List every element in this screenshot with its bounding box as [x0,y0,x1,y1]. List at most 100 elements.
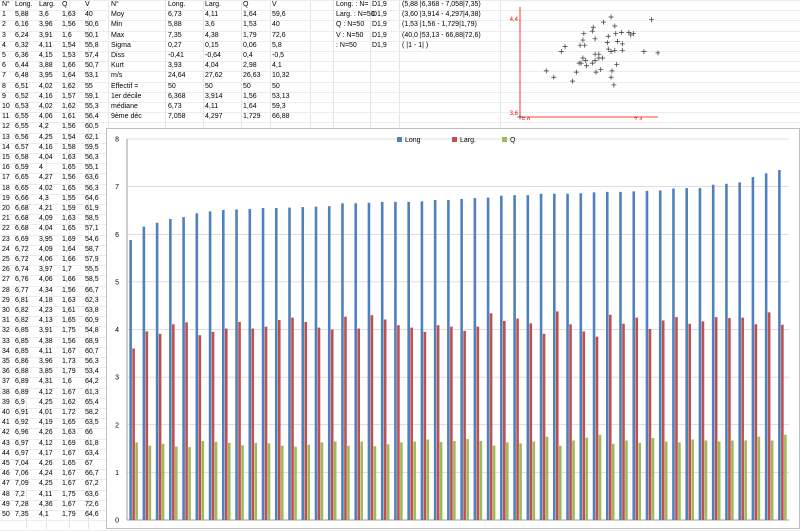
table-cell[interactable]: 67 [85,460,93,467]
bar-long[interactable] [738,182,741,520]
table-cell[interactable]: 1,54 [62,41,76,49]
table-cell[interactable]: 1,58 [62,143,76,151]
bar-larg[interactable] [635,317,639,520]
bar-larg[interactable] [370,315,374,520]
stats-cell[interactable]: médiane [111,103,138,110]
table-cell[interactable]: 1,69 [62,439,76,447]
table-cell[interactable]: 6,97 [15,449,29,457]
table-cell[interactable]: 42 [2,429,10,437]
table-cell[interactable]: 65,4 [85,398,99,406]
stats-cell[interactable]: 53,13 [272,92,290,100]
stats-header[interactable]: Q [243,1,249,8]
column-header[interactable]: N° [2,1,10,8]
table-cell[interactable]: 4,12 [39,388,53,396]
bar-q[interactable] [453,440,456,520]
bar-q[interactable] [227,442,231,520]
bar-long[interactable] [473,198,477,520]
scatter-point[interactable] [582,42,588,48]
table-cell[interactable]: 1,65 [62,164,76,172]
stats-cell[interactable]: 3,914 [205,92,223,100]
bar-q[interactable] [333,441,337,520]
table-cell[interactable]: 6,53 [15,103,29,110]
table-cell[interactable]: 31 [2,317,10,325]
table-cell[interactable]: 6,51 [15,82,29,90]
stats-cell[interactable]: 5,8 [272,41,282,49]
scatter-point[interactable] [608,74,614,80]
table-cell[interactable]: 4,11 [39,490,53,498]
scatter-point[interactable] [615,38,621,44]
table-cell[interactable]: 6,91 [15,409,29,416]
table-cell[interactable]: 47 [2,480,10,488]
bar-q[interactable] [135,442,138,520]
bar-larg[interactable] [410,327,413,520]
bar-long[interactable] [645,190,649,520]
table-cell[interactable]: 1,56 [62,337,76,345]
scatter-point[interactable] [655,50,661,56]
table-cell[interactable]: 64,2 [85,378,99,386]
bar-q[interactable] [439,441,443,520]
bar-q[interactable] [347,445,350,520]
table-cell[interactable]: 63,8 [85,307,99,314]
table-cell[interactable]: 3 [2,31,6,39]
table-cell[interactable]: 1,66 [62,276,76,284]
table-cell[interactable]: 56,3 [85,154,99,161]
scatter-point[interactable] [580,55,586,61]
table-cell[interactable]: 1,79 [62,511,76,518]
table-cell[interactable]: 4,13 [39,317,53,325]
table-cell[interactable]: 7,28 [15,500,29,508]
table-cell[interactable]: 7,35 [15,511,29,518]
bar-larg[interactable] [489,313,493,520]
column-header[interactable]: Q [62,1,68,8]
table-cell[interactable]: 6,97 [15,439,29,447]
table-cell[interactable]: 68,9 [85,337,99,345]
table-cell[interactable]: 8 [2,82,6,90]
stats-cell[interactable]: Sigma [111,41,131,49]
table-cell[interactable]: 4 [39,164,43,172]
table-cell[interactable]: 4,26 [39,429,53,437]
bar-long[interactable] [327,206,331,520]
bar-larg[interactable] [264,326,268,520]
bar-long[interactable] [579,193,583,520]
table-cell[interactable]: 4,3 [39,194,49,202]
table-cell[interactable]: 66,7 [85,470,99,478]
bar-long[interactable] [460,199,463,520]
bar-larg[interactable] [648,329,652,520]
interval-cell[interactable]: D1,9 [372,11,387,19]
table-cell[interactable]: 63,6 [85,174,99,182]
bar-q[interactable] [506,442,509,520]
bar-q[interactable] [572,440,575,520]
scatter-point[interactable] [608,49,614,55]
bar-larg[interactable] [622,323,625,520]
table-cell[interactable]: 4,15 [39,52,53,59]
scatter-point[interactable] [577,42,583,48]
table-cell[interactable]: 6,68 [15,205,29,212]
bar-larg[interactable] [781,324,784,520]
bar-q[interactable] [691,439,694,520]
table-cell[interactable]: 3,96 [39,358,53,365]
bar-larg[interactable] [158,333,162,520]
table-cell[interactable]: 63,6 [85,490,99,498]
table-cell[interactable]: 37 [2,378,10,386]
scatter-point[interactable] [558,49,564,55]
table-cell[interactable]: 57,9 [85,256,99,263]
table-cell[interactable]: 2 [2,21,6,29]
stats-cell[interactable]: 1,64 [243,103,257,110]
table-cell[interactable]: 45 [2,460,10,467]
scatter-point[interactable] [543,68,549,74]
table-cell[interactable]: 1,61 [62,113,76,121]
bar-larg[interactable] [344,316,347,520]
table-cell[interactable]: 4,25 [39,480,53,488]
bar-larg[interactable] [767,312,771,520]
bar-long[interactable] [354,203,358,520]
table-cell[interactable]: 1,65 [62,419,76,427]
table-cell[interactable]: 55,8 [85,41,99,49]
bar-larg[interactable] [582,331,586,520]
table-cell[interactable]: 63,5 [85,419,99,427]
table-cell[interactable]: 1,67 [62,388,76,396]
bar-larg[interactable] [556,311,559,520]
table-cell[interactable]: 1,55 [62,194,76,202]
bar-larg[interactable] [688,323,691,520]
bar-long[interactable] [367,202,371,520]
stats-cell[interactable]: Moy [111,11,125,19]
stats-cell[interactable]: 1,53 [243,21,257,29]
